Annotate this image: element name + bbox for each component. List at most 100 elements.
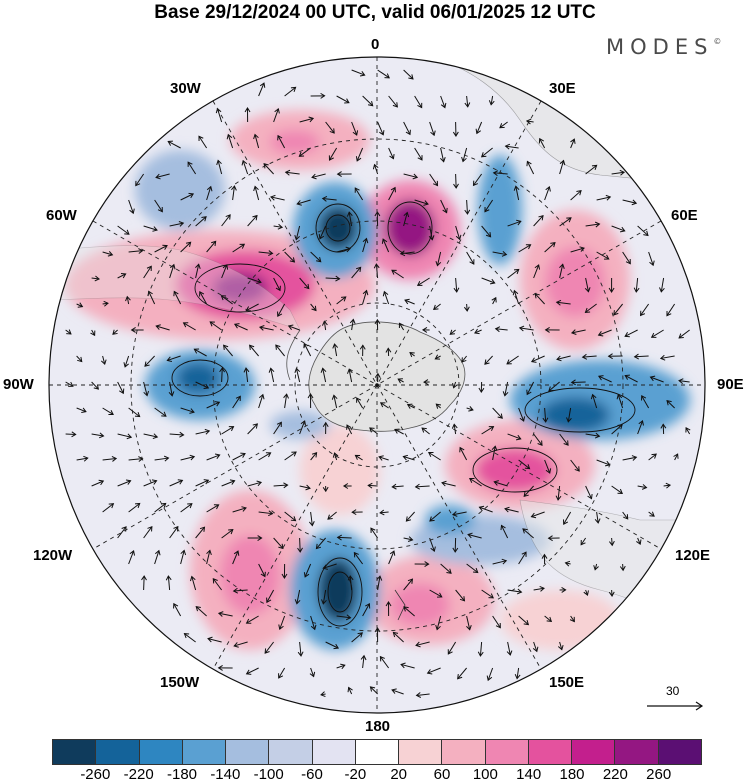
wind-arrow: [273, 277, 281, 291]
colorbar-swatch: [226, 740, 270, 764]
colorbar-swatch: [182, 740, 227, 764]
wind-arrow: [353, 552, 364, 565]
wind-arrow-head: [538, 137, 545, 144]
wind-arrow: [544, 242, 556, 253]
wind-arrow: [173, 291, 182, 305]
wind-arrow: [441, 482, 456, 487]
wind-arrow: [495, 328, 508, 331]
wind-arrow: [245, 368, 249, 383]
lon-label-60e: 60E: [671, 207, 698, 224]
wind-arrow: [143, 526, 153, 539]
wind-arrow-head: [389, 153, 395, 160]
wind-arrow: [641, 395, 650, 409]
wind-arrow: [526, 120, 534, 123]
wind-arrow-head: [245, 306, 252, 312]
wind-arrow-head: [405, 516, 412, 522]
wind-arrow-head: [550, 241, 556, 248]
wind-arrow-head: [390, 186, 396, 193]
wind-arrow-head: [347, 575, 354, 581]
wind-arrow-head: [129, 550, 136, 556]
wind-arrow-head: [398, 322, 404, 328]
wind-arrow-head: [310, 624, 317, 631]
wind-arrow: [504, 381, 509, 396]
anomaly-pos-60e-core: [545, 247, 605, 317]
wind-arrow: [400, 663, 415, 669]
wind-arrow-head: [315, 543, 322, 550]
wind-arrow: [594, 563, 598, 570]
colorbar-swatch: [53, 740, 97, 764]
wind-arrow-head: [616, 393, 623, 400]
wind-arrow: [507, 433, 521, 440]
wind-arrow-head: [297, 547, 303, 553]
wind-arrow: [559, 264, 564, 279]
wind-arrow: [346, 424, 353, 435]
wind-arrow: [362, 95, 374, 107]
logo-mark: ©: [713, 37, 722, 46]
wind-arrow: [310, 452, 317, 461]
wind-arrow: [310, 511, 313, 526]
wind-arrow: [580, 537, 587, 546]
wind-arrow: [466, 303, 468, 311]
wind-arrow-head: [353, 551, 359, 558]
wind-arrow-head: [605, 194, 612, 201]
wind-arrow: [217, 160, 223, 175]
wind-arrow-head: [328, 155, 334, 161]
wind-arrow-head: [502, 391, 509, 397]
wind-arrow: [337, 536, 352, 539]
wind-arrow: [377, 69, 390, 79]
wind-arrow-head: [641, 395, 647, 401]
wind-arrow: [492, 251, 507, 256]
wind-arrow-head: [534, 264, 541, 270]
wind-arrow: [492, 297, 497, 305]
wind-arrow-head: [214, 401, 221, 407]
wind-arrow: [329, 147, 338, 161]
wind-arrow: [249, 344, 259, 357]
wind-arrow: [180, 550, 185, 565]
wind-arrow-head: [346, 424, 352, 430]
anomaly-neg-130e-core: [425, 505, 475, 535]
wind-arrow-head: [397, 378, 403, 384]
wind-arrow-head: [367, 101, 374, 107]
wind-arrow-head: [424, 561, 430, 568]
wind-arrow: [258, 511, 273, 515]
wind-arrow-head: [307, 393, 314, 399]
wind-arrow-head: [298, 151, 305, 157]
colorbar-tick-label: -100: [253, 766, 284, 783]
wind-arrow: [393, 632, 404, 643]
wind-arrow-head: [591, 164, 598, 170]
wind-arrow: [169, 264, 175, 279]
wind-arrow: [91, 329, 96, 336]
wind-arrow-head: [480, 152, 487, 158]
wind-arrow: [637, 537, 641, 545]
colorbar-swatch: [528, 740, 573, 764]
wind-arrow: [102, 458, 117, 461]
wind-arrow-head: [491, 296, 497, 303]
wind-arrow: [533, 587, 545, 591]
wind-arrow-head: [495, 622, 501, 629]
map-disk: [49, 57, 705, 713]
wind-arrow: [556, 355, 571, 360]
wind-arrow: [598, 329, 612, 336]
wind-arrow: [648, 453, 657, 461]
wind-arrow: [299, 485, 311, 489]
wind-arrow-head: [374, 372, 381, 378]
wind-arrow: [355, 454, 363, 461]
wind-arrow-head: [240, 452, 246, 458]
wind-arrow-head: [376, 575, 383, 581]
graticule-9: [92, 220, 662, 550]
wind-arrow: [247, 215, 258, 227]
wind-arrow: [467, 534, 482, 539]
wind-arrow: [206, 550, 211, 565]
wind-arrow-head: [168, 391, 175, 397]
wind-arrow: [273, 422, 282, 435]
wind-arrow: [493, 172, 508, 175]
wind-arrow: [678, 329, 690, 339]
colorbar-swatch: [355, 740, 400, 764]
wind-arrow: [154, 245, 168, 253]
wind-arrow: [473, 173, 483, 186]
wind-arrow-head: [233, 323, 240, 329]
wind-arrow-head: [545, 468, 552, 474]
anomaly-neg-30e: [478, 155, 522, 265]
wind-arrow: [199, 291, 208, 305]
wind-arrow: [195, 526, 205, 539]
